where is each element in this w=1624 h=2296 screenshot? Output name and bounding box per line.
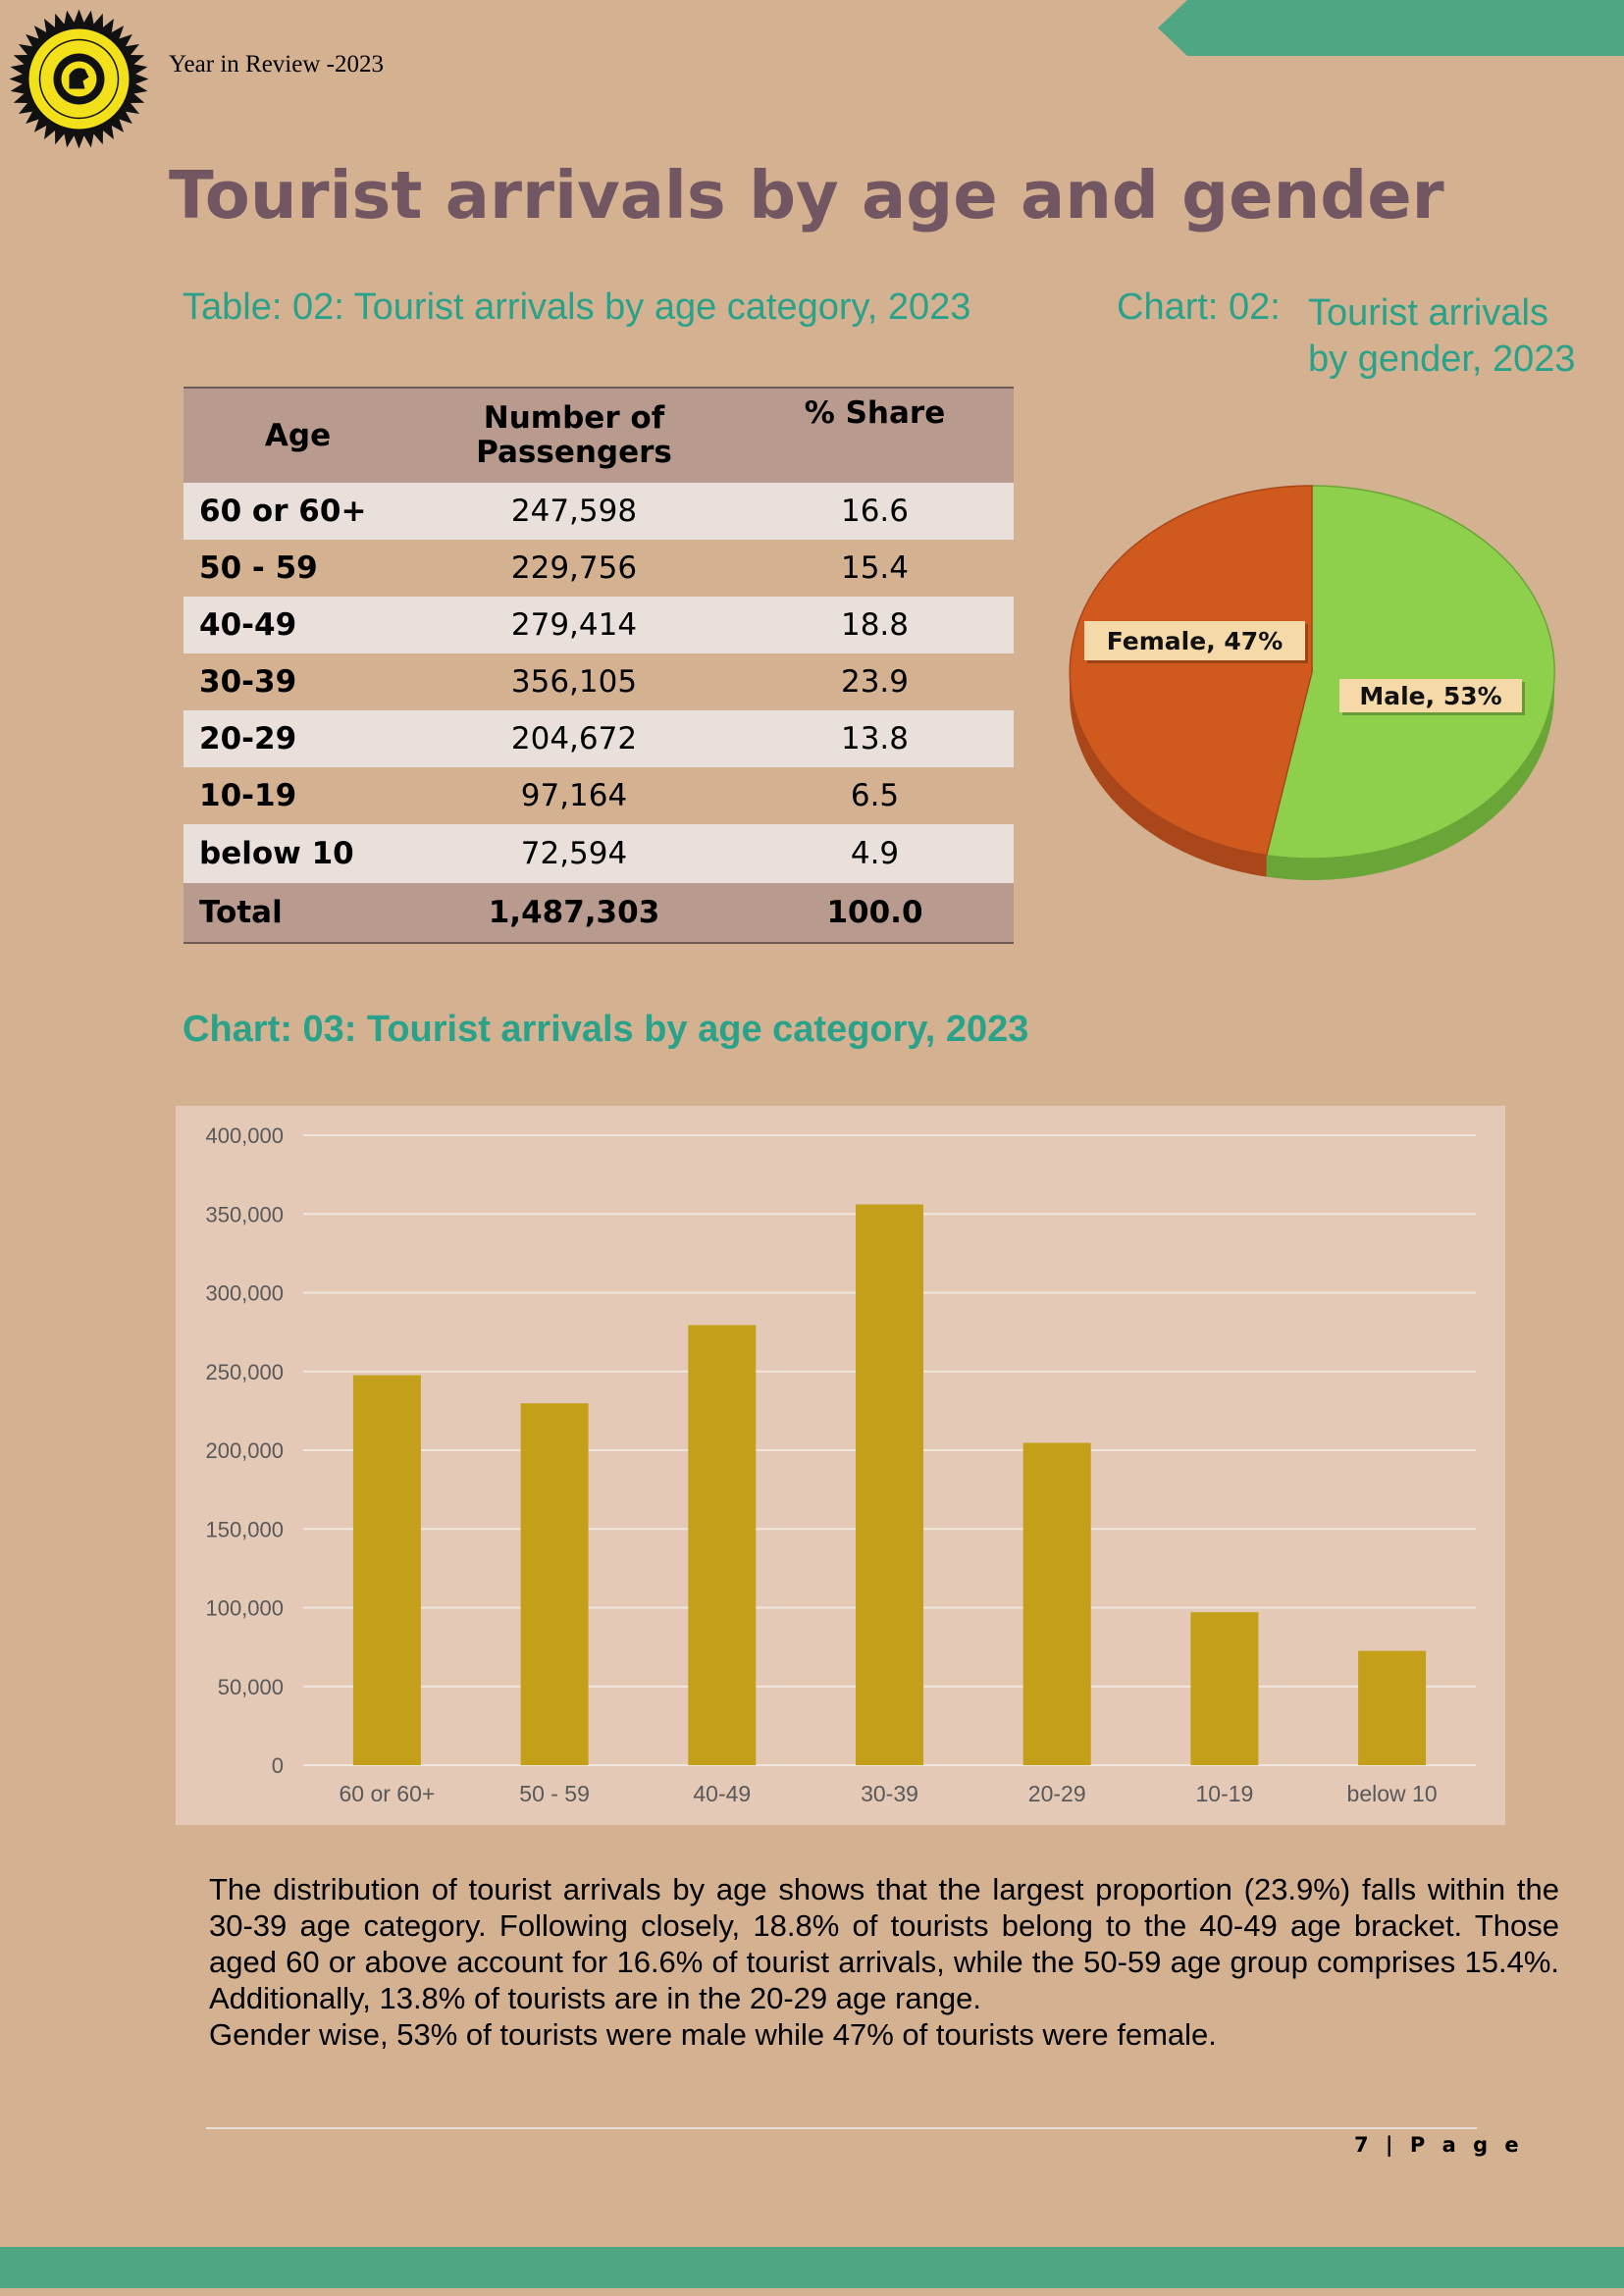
y-tick-label: 400,000: [205, 1123, 284, 1148]
x-tick-label: below 10: [1347, 1781, 1438, 1806]
top-ribbon: [1158, 0, 1624, 56]
summary-paragraph-1: The distribution of tourist arrivals by …: [209, 1872, 1559, 2015]
chart02-caption-line2: by gender, 2023: [1308, 339, 1576, 380]
y-tick-label: 350,000: [205, 1202, 284, 1226]
x-tick-label: 10-19: [1195, 1781, 1253, 1806]
x-tick-label: 50 - 59: [519, 1781, 590, 1806]
y-tick-label: 100,000: [205, 1596, 284, 1621]
table-row: 20-29 204,672 13.8: [183, 710, 1014, 767]
y-tick-label: 50,000: [218, 1675, 284, 1699]
table-row: below 10 72,594 4.9: [183, 824, 1014, 883]
pie-slice-male: [1265, 485, 1555, 860]
table-header-row: Age Number of Passengers % Share: [183, 387, 1014, 483]
age-cell: 60 or 60+: [199, 494, 367, 529]
chart02-caption-line1: Tourist arrivals: [1308, 292, 1548, 334]
header-share: % Share: [736, 387, 1014, 483]
table-caption: Table: 02: Tourist arrivals by age categ…: [183, 287, 971, 328]
age-cell: 50 - 59: [199, 550, 318, 586]
age-bar-chart: 0 50,000 100,000 150,000 200,000 250,000 300,0…: [176, 1106, 1505, 1825]
passengers-cell: 279,414: [510, 607, 638, 643]
bar-2: [688, 1325, 757, 1765]
pie-side-male: [1266, 672, 1554, 880]
age-cell: 30-39: [199, 664, 297, 700]
passengers-cell: 356,105: [510, 664, 638, 700]
chart02-caption-prefix: Chart: 02:: [1117, 287, 1281, 328]
pie-label-box-male: [1339, 679, 1522, 712]
table-row: 40-49 279,414 18.8: [183, 597, 1014, 653]
table-row: 10-19 97,164 6.5: [183, 767, 1014, 824]
bar-5: [1190, 1612, 1259, 1765]
total-passengers: 1,487,303: [412, 883, 736, 944]
passengers-cell: 97,164: [520, 778, 628, 813]
y-tick-label: 0: [272, 1753, 284, 1778]
table-total-row: Total 1,487,303 100.0: [183, 883, 1014, 944]
table-row: 50 - 59 229,756 15.4: [183, 540, 1014, 597]
bar-0: [352, 1375, 421, 1765]
x-tick-label: 60 or 60+: [339, 1781, 435, 1806]
bottom-band: [0, 2247, 1624, 2288]
y-tick-label: 300,000: [205, 1281, 284, 1306]
bar-6: [1358, 1650, 1427, 1765]
table-row: 60 or 60+ 247,598 16.6: [183, 483, 1014, 540]
summary-paragraph-2: Gender wise, 53% of tourists were male w…: [209, 2017, 1217, 2052]
share-cell: 23.9: [840, 664, 910, 700]
pie-label-female: Female, 47%: [1107, 627, 1283, 655]
pie-label-box-female: [1084, 621, 1305, 660]
share-cell: 16.6: [840, 494, 910, 529]
gender-pie-chart: Female, 47% Male, 53%: [1069, 485, 1555, 880]
x-tick-label: 20-29: [1028, 1781, 1086, 1806]
header-age: Age: [183, 387, 412, 483]
y-tick-label: 250,000: [205, 1360, 284, 1384]
bar-4: [1022, 1442, 1091, 1765]
x-tick-label: 30-39: [861, 1781, 918, 1806]
age-cell: below 10: [199, 836, 354, 871]
pie-slice-female: [1069, 485, 1313, 857]
passengers-cell: 229,756: [510, 550, 638, 586]
passengers-cell: 247,598: [510, 494, 638, 529]
emblem-logo: [9, 9, 149, 149]
share-cell: 18.8: [840, 607, 910, 643]
share-cell: 4.9: [850, 836, 900, 871]
bar-3: [856, 1204, 923, 1765]
passengers-cell: 204,672: [510, 721, 638, 757]
total-label: Total: [183, 883, 412, 944]
pie-label-male: Male, 53%: [1359, 682, 1501, 710]
x-tick-label: 40-49: [693, 1781, 751, 1806]
page-number: 7 | P a g e: [1354, 2133, 1524, 2157]
y-tick-label: 150,000: [205, 1517, 284, 1541]
age-cell: 40-49: [199, 607, 297, 643]
summary-text: The distribution of tourist arrivals by …: [209, 1871, 1559, 2053]
chart02-caption: Tourist arrivals by gender, 2023: [1308, 290, 1576, 383]
share-cell: 13.8: [840, 721, 910, 757]
chart03-caption: Chart: 03: Tourist arrivals by age categ…: [183, 1009, 1029, 1050]
table-row: 30-39 356,105 23.9: [183, 653, 1014, 710]
y-tick-label: 200,000: [205, 1438, 284, 1463]
bar-1: [520, 1403, 589, 1765]
share-cell: 15.4: [840, 550, 910, 586]
share-cell: 6.5: [850, 778, 900, 813]
age-table: Age Number of Passengers % Share 60 or 6…: [183, 387, 1014, 944]
header-text: Year in Review -2023: [169, 51, 384, 78]
age-cell: 10-19: [199, 778, 297, 813]
footer-rule: [206, 2127, 1477, 2129]
header-passengers: Number of Passengers: [412, 387, 736, 483]
total-share: 100.0: [736, 883, 1014, 944]
age-cell: 20-29: [199, 721, 297, 757]
page-title: Tourist arrivals by age and gender: [169, 157, 1444, 234]
passengers-cell: 72,594: [520, 836, 628, 871]
